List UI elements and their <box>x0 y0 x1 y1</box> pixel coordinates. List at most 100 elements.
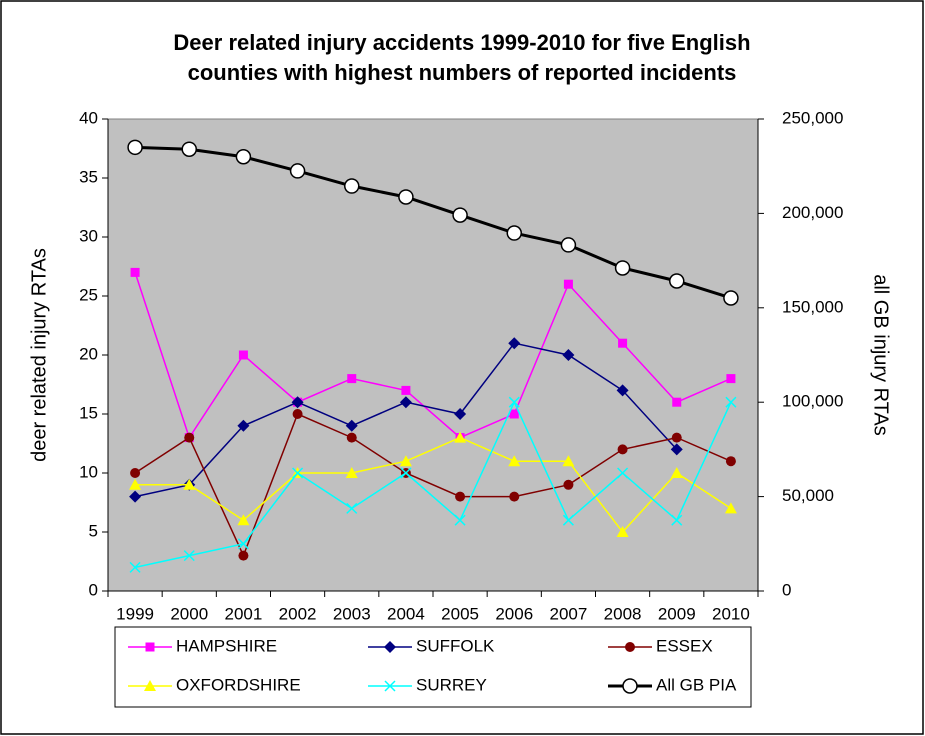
data-point <box>454 408 467 420</box>
data-point <box>129 561 141 573</box>
data-point <box>129 490 142 503</box>
data-point <box>560 237 577 253</box>
y-tick-label: 5 <box>89 521 98 540</box>
data-point <box>726 374 736 384</box>
legend-marker <box>622 678 638 694</box>
data-point <box>617 467 629 479</box>
data-point <box>344 178 360 194</box>
data-point <box>183 478 196 490</box>
y-tick-label: 0 <box>89 580 98 599</box>
data-point <box>237 538 249 550</box>
data-point <box>289 163 306 179</box>
data-point <box>181 141 197 157</box>
y2-tick-label: 150,000 <box>782 297 843 316</box>
legend-label: All GB PIA <box>656 675 737 694</box>
series-line <box>134 412 732 558</box>
data-point <box>616 384 629 397</box>
x-tick-label: 2006 <box>495 604 533 623</box>
data-point <box>725 456 736 467</box>
y-tick-label: 10 <box>79 462 98 481</box>
data-point <box>238 550 249 561</box>
x-tick-label: 1999 <box>116 604 154 623</box>
data-point <box>346 432 357 443</box>
plot-area <box>107 118 759 592</box>
x-tick-label: 2004 <box>387 604 425 623</box>
series-line <box>135 145 732 300</box>
data-point <box>452 207 468 223</box>
series-line <box>134 400 732 569</box>
series <box>129 396 737 573</box>
y2-tick-label: 200,000 <box>782 203 843 222</box>
x-tick-label: 2001 <box>225 604 263 623</box>
data-point <box>562 349 575 361</box>
data-point <box>724 502 737 514</box>
y2-tick-label: 100,000 <box>782 392 843 411</box>
y2-tick-label: 250,000 <box>782 108 843 127</box>
data-point <box>508 337 521 350</box>
data-point <box>563 279 573 289</box>
series-line <box>135 436 732 534</box>
data-point <box>562 514 574 526</box>
series <box>127 139 739 306</box>
legend-marker <box>384 641 396 653</box>
data-point <box>183 550 195 562</box>
data-point <box>399 396 412 409</box>
data-point <box>400 467 412 479</box>
legend-label: ESSEX <box>656 636 713 655</box>
y-axis-label: deer related injury RTAs <box>28 248 50 462</box>
data-point <box>509 491 520 502</box>
legend-marker <box>144 680 156 691</box>
data-point <box>291 396 304 409</box>
data-point <box>345 419 358 432</box>
data-point <box>616 526 629 537</box>
data-point <box>346 502 358 514</box>
data-point <box>235 149 252 165</box>
data-point <box>454 514 466 526</box>
x-tick-label: 2000 <box>170 604 208 623</box>
data-point <box>398 189 414 205</box>
data-point <box>563 479 574 490</box>
y-tick-label: 20 <box>79 344 98 363</box>
data-point <box>130 468 141 478</box>
data-point <box>292 409 303 419</box>
data-point <box>454 431 467 443</box>
data-point <box>399 455 412 467</box>
data-point <box>237 514 250 526</box>
series <box>129 337 683 503</box>
data-point <box>725 396 737 408</box>
legend-label: HAMPSHIRE <box>176 636 277 655</box>
data-point <box>614 260 631 276</box>
data-point <box>723 290 739 306</box>
data-point <box>401 385 411 395</box>
data-point <box>671 432 682 443</box>
data-point <box>455 491 466 502</box>
data-point <box>617 444 628 455</box>
data-point <box>347 374 357 384</box>
legend <box>114 626 752 708</box>
data-point <box>671 514 683 526</box>
series-line <box>134 272 732 440</box>
legend-label: OXFORDSHIRE <box>176 675 301 694</box>
data-point <box>508 455 521 467</box>
data-point <box>509 409 519 419</box>
data-point <box>669 273 685 289</box>
x-tick-label: 2010 <box>712 604 750 623</box>
y2-tick-label: 50,000 <box>782 486 834 505</box>
x-tick-label: 2009 <box>658 604 696 623</box>
y2-axis-label: all GB injury RTAs <box>870 274 892 436</box>
data-point <box>237 419 250 432</box>
data-point <box>672 397 682 407</box>
y-tick-label: 25 <box>79 285 98 304</box>
x-tick-label: 2008 <box>604 604 642 623</box>
y-tick-label: 40 <box>79 108 98 127</box>
data-point <box>184 432 195 443</box>
data-point <box>129 478 142 490</box>
x-tick-label: 2002 <box>279 604 317 623</box>
legend-label: SURREY <box>416 675 487 694</box>
y-tick-label: 35 <box>79 167 98 186</box>
chart-title: Deer related injury accidents 1999-2010 … <box>173 30 750 85</box>
legend-marker <box>625 642 635 652</box>
x-tick-label: 2007 <box>550 604 588 623</box>
legend-marker <box>384 680 396 692</box>
